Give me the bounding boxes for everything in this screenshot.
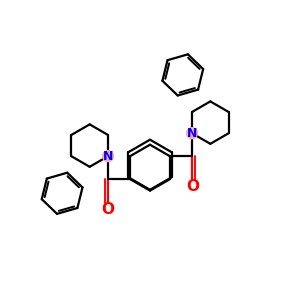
- Circle shape: [103, 151, 113, 161]
- Text: O: O: [101, 202, 114, 217]
- Circle shape: [187, 128, 197, 139]
- Circle shape: [103, 151, 113, 161]
- Text: N: N: [103, 150, 113, 163]
- Text: N: N: [187, 127, 197, 140]
- Text: O: O: [186, 179, 199, 194]
- Circle shape: [187, 128, 197, 139]
- Text: N: N: [187, 127, 197, 140]
- Text: N: N: [103, 150, 113, 163]
